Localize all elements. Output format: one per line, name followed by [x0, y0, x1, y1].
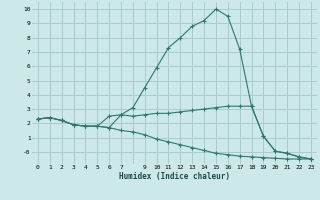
- X-axis label: Humidex (Indice chaleur): Humidex (Indice chaleur): [119, 172, 230, 181]
